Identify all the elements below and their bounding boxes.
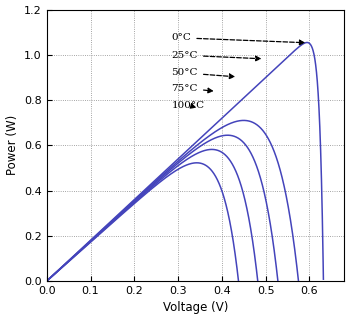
Text: 50°C: 50°C [172, 68, 234, 78]
Text: 75°C: 75°C [172, 84, 212, 93]
Y-axis label: Power (W): Power (W) [6, 115, 19, 175]
Text: 0°C: 0°C [172, 33, 304, 45]
Text: 25°C: 25°C [172, 51, 260, 61]
Text: 100°C: 100°C [172, 100, 205, 109]
X-axis label: Voltage (V): Voltage (V) [163, 301, 228, 315]
